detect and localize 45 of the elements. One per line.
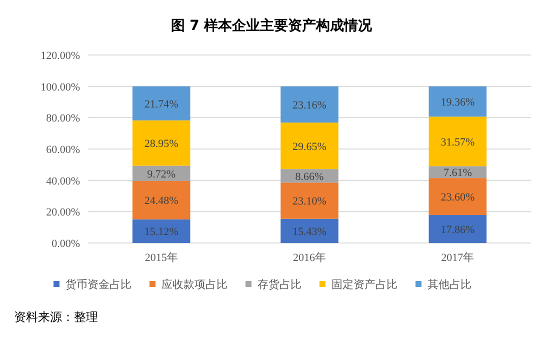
bar [132, 86, 190, 120]
legend-label: 货币资金占比 [66, 278, 132, 291]
x-tick-label: 2016年 [293, 252, 326, 264]
data-label: 21.74% [144, 98, 178, 110]
bar [428, 178, 487, 216]
legend-label: 存货占比 [258, 278, 302, 291]
data-label: 8.66% [295, 170, 324, 183]
bar [280, 218, 338, 243]
data-label: 23.16% [292, 99, 326, 112]
y-tick-label: 40.00% [46, 175, 80, 188]
bar [280, 122, 338, 170]
bar [132, 180, 190, 220]
legend-label: 固定资产占比 [332, 278, 398, 291]
y-tick-label: 80.00% [46, 112, 80, 125]
bar [280, 86, 338, 123]
chart-title: 图 7 样本企业主要资产构成情况 [170, 17, 374, 34]
legend-label: 其他占比 [428, 278, 472, 291]
data-label: 17.86% [440, 224, 475, 236]
text: 资料来源：整理 [14, 310, 98, 324]
data-label: 31.57% [440, 136, 475, 148]
bar [132, 219, 190, 243]
bar [428, 116, 487, 166]
data-label: 28.95% [144, 138, 178, 150]
x-tick-label: 2017年 [441, 252, 474, 264]
bar [280, 182, 338, 219]
y-tick-label: 0.00% [52, 238, 80, 250]
data-label: 15.43% [292, 226, 326, 238]
bar [132, 166, 190, 181]
x-tick-label: 2015年 [144, 252, 178, 264]
bar [428, 215, 487, 243]
data-label: 7.61% [443, 167, 472, 180]
bar [132, 120, 190, 166]
data-label: 23.60% [440, 192, 475, 204]
data-label: 19.36% [440, 96, 475, 108]
data-label: 9.72% [147, 168, 176, 180]
y-tick-label: 20.00% [46, 206, 80, 219]
y-tick-label: 120.00% [40, 50, 80, 62]
data-label: 29.65% [292, 140, 326, 153]
data-label: 24.48% [144, 195, 178, 208]
data-label: 15.12% [144, 226, 178, 238]
bar [428, 86, 487, 117]
data-label: 23.10% [292, 196, 326, 208]
y-tick-label: 60.00% [46, 144, 80, 156]
legend-label: 应收款项占比 [162, 278, 228, 291]
y-tick-label: 100.00% [40, 81, 80, 94]
